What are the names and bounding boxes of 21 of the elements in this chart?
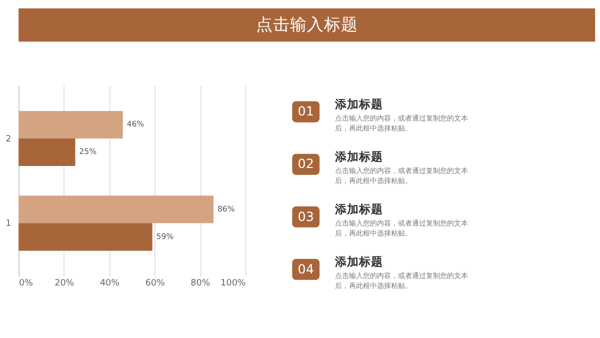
- x-tick-label: 20%: [54, 278, 74, 288]
- y-tick-label: 2: [6, 134, 12, 144]
- text: 添加标题: [334, 149, 384, 164]
- text: 04: [298, 261, 314, 276]
- data-label: 86%: [217, 204, 235, 214]
- data-label: 46%: [126, 120, 144, 129]
- text: 添加标题: [334, 202, 384, 216]
- y-tick-label: 1: [6, 219, 12, 230]
- data-label: 59%: [156, 232, 174, 241]
- x-tick-label: 80%: [190, 278, 210, 288]
- x-tick-label: 0%: [19, 278, 33, 288]
- x-tick-label: 40%: [100, 278, 120, 288]
- data-label: 25%: [79, 147, 96, 156]
- text: 01: [298, 104, 314, 119]
- text: 02: [298, 156, 314, 172]
- text: 03: [298, 208, 314, 224]
- x-tick-label: 100%: [220, 278, 246, 288]
- text: 添加标题: [334, 96, 384, 111]
- text: 点击输入标题: [256, 14, 358, 34]
- text: 添加标题: [334, 254, 384, 268]
- x-tick-label: 60%: [145, 278, 165, 288]
